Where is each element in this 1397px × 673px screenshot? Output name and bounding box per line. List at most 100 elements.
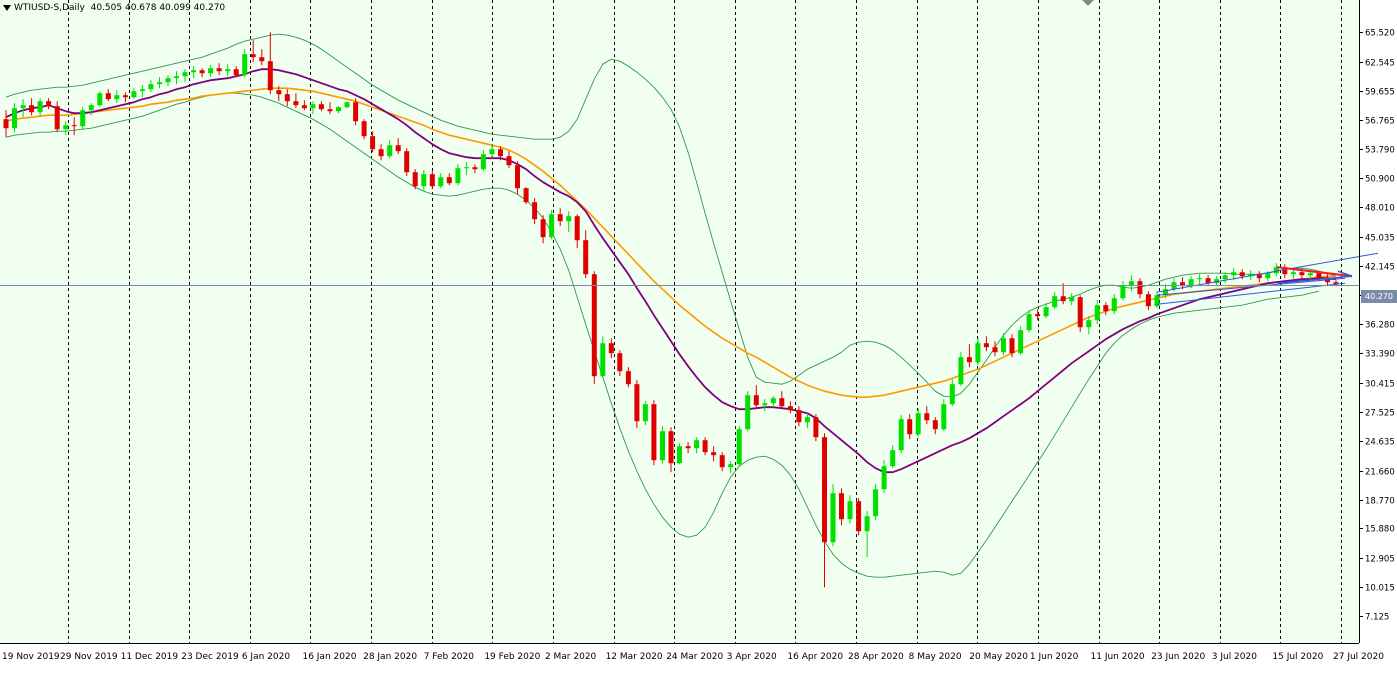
candle-body [1282,267,1288,275]
candle [711,446,717,462]
candle [617,350,623,377]
candle-body [1001,338,1006,353]
candle [540,215,546,244]
candle-body [719,455,725,468]
candle [165,75,171,87]
candle [813,414,819,442]
y-tick-label: 18.770 [1365,497,1395,507]
candle-body [344,102,350,108]
candle [157,77,162,89]
candle [378,144,384,161]
candle-body [813,417,819,438]
candle-body [438,177,444,187]
candle [694,437,700,454]
candle-body [958,357,964,385]
candle [455,164,461,186]
candle-body [1307,273,1313,276]
candle [216,63,222,76]
candle-body [463,167,469,169]
candle-body [310,104,316,109]
candle [932,417,938,435]
candle-body [864,516,870,532]
x-tick-label: 28 Apr 2020 [848,652,904,662]
y-tick-label: 10.015 [1365,584,1395,594]
candle-body [284,94,290,102]
candle [182,69,188,83]
candle-body [1043,307,1049,317]
y-axis: 65.520 62.545 59.655 56.765 53.790 50.900 48.0… [1359,29,1395,623]
candle-body [370,136,376,150]
x-tick-label: 28 Jan 2020 [363,652,417,662]
candle-body [208,68,214,74]
chart-shift-marker-icon[interactable] [1082,0,1094,6]
candle-body [549,214,555,238]
candle [523,187,529,205]
candle [498,146,503,161]
candle [856,498,862,536]
candle-body [753,395,759,406]
candle [822,433,827,588]
y-tick-label: 27.525 [1365,409,1395,419]
candle-body [608,343,614,354]
candle-body [29,105,35,113]
candle-body [966,357,972,363]
candle [574,214,580,249]
candle [506,151,512,169]
candle-body [276,90,282,95]
candle [532,198,538,225]
candle-body [157,82,162,85]
candle [634,380,640,429]
candle-body [267,61,273,91]
candle [344,101,350,109]
candle [1205,275,1211,287]
y-tick-label: 50.900 [1365,175,1395,185]
candle [975,338,981,366]
candle [1077,295,1083,333]
candle [736,426,742,467]
candle-body [515,165,520,189]
candle [1060,283,1066,305]
x-tick-label: 7 Feb 2020 [424,652,475,662]
x-tick-label: 23 Dec 2019 [181,652,239,662]
candle [276,86,282,102]
symbol-label: WTIUSD-S,Daily [14,3,85,13]
candle-body [139,89,145,92]
candle [139,85,145,98]
y-tick-label: 7.125 [1365,613,1389,623]
candle [225,64,231,77]
candle-body [259,57,265,62]
candle [668,427,674,473]
ohlc-values: 40.505 40.678 40.099 40.270 [90,3,226,13]
x-tick-label: 27 Jul 2020 [1333,652,1384,662]
x-tick-label: 19 Nov 2019 [2,652,60,662]
candle [915,408,921,437]
candle-body [1197,278,1203,280]
candle [839,488,844,526]
candle-body [1060,296,1066,302]
candle-body [429,174,435,187]
chart-menu-arrow-icon[interactable] [3,5,11,11]
candle-body [455,168,461,184]
candle-body [847,501,853,520]
x-axis: 19 Nov 2019 29 Nov 2019 11 Dec 2019 23 Dec … [2,652,1384,662]
x-tick-label: 20 May 2020 [969,652,1028,662]
candle-body [787,406,793,411]
candle [907,414,913,440]
candle-body [1290,272,1296,275]
candle-body [651,404,657,461]
candle [80,107,86,130]
candle-body [233,69,239,76]
candle-body [1120,285,1126,299]
candle-body [199,70,205,74]
candle-body [856,501,862,532]
x-tick-label: 11 Dec 2019 [121,652,179,662]
candle [566,211,572,233]
candle [191,66,197,79]
candle-body [779,398,785,407]
candle-body [992,347,998,353]
candle [293,93,299,109]
candle [336,106,341,114]
candle [958,352,964,387]
x-tick-label: 29 Nov 2019 [60,652,118,662]
candle [446,173,452,186]
